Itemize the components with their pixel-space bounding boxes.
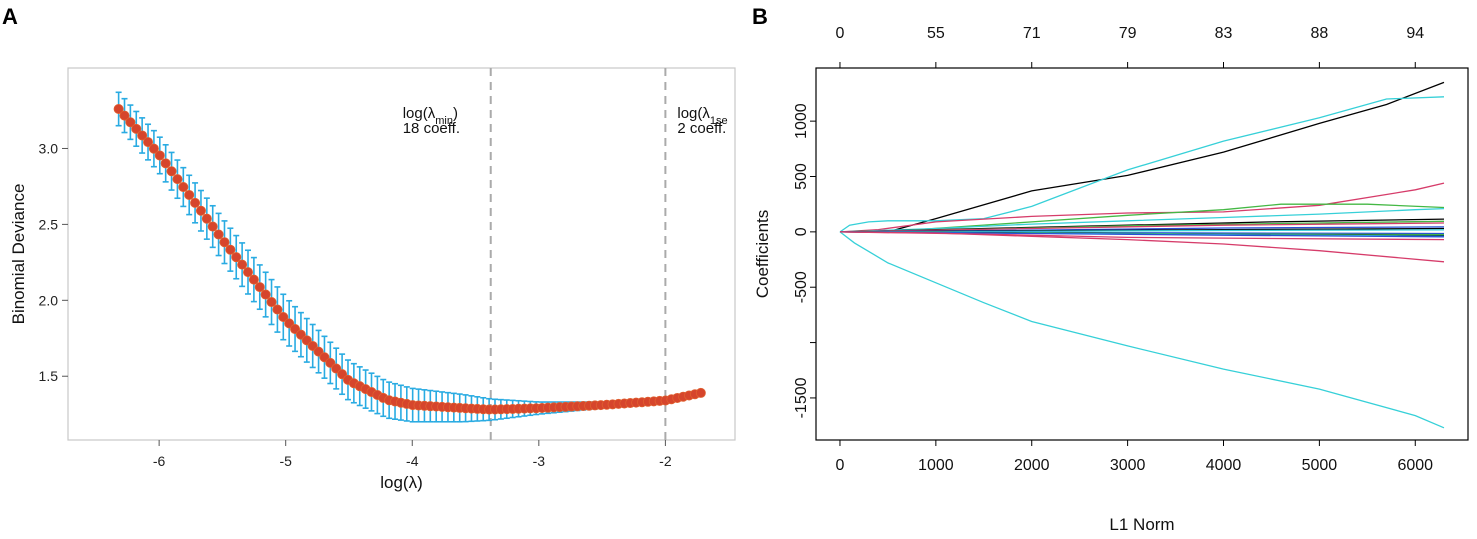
- deviance-point: [125, 117, 136, 128]
- plot-frame: [67, 67, 736, 441]
- top-tick-label: 83: [1215, 25, 1233, 42]
- coeff-count-label: 18 coeff.: [403, 120, 460, 137]
- deviance-point: [266, 297, 277, 308]
- deviance-point: [278, 311, 289, 322]
- y-tick-label: -500: [793, 271, 810, 303]
- coefficient-path-cyan-top: [839, 96, 1445, 233]
- deviance-point: [219, 237, 230, 248]
- lambda-label-text: log(λ: [403, 105, 436, 122]
- y-tick-label: 3.0: [39, 140, 59, 156]
- top-tick-label: 94: [1406, 25, 1424, 42]
- x-tick-label: -2: [659, 453, 672, 469]
- top-tick-label: 71: [1023, 25, 1041, 42]
- deviance-point: [113, 103, 124, 114]
- coefficient-path-black-main: [840, 81, 1445, 233]
- y-tick-label: 500: [793, 163, 810, 190]
- y-tick-label: 1.5: [39, 368, 59, 384]
- y-tick-label: -1500: [793, 377, 810, 418]
- top-tick-label: 79: [1119, 25, 1137, 42]
- x-tick-label: -5: [279, 453, 292, 469]
- y-tick-label: 2.5: [39, 216, 59, 232]
- coeff-count-label: 2 coeff.: [677, 120, 726, 137]
- lambda-label-close: ): [453, 105, 458, 122]
- y-axis-label: Binomial Deviance: [9, 184, 28, 325]
- deviance-point: [695, 387, 706, 398]
- deviance-point: [201, 213, 212, 224]
- deviance-points: [113, 103, 706, 415]
- deviance-point: [237, 259, 248, 270]
- deviance-point: [160, 158, 171, 169]
- deviance-point: [172, 174, 183, 185]
- lambda-label-text: log(λ: [677, 105, 710, 122]
- x-tick-label: 3000: [1110, 457, 1146, 474]
- deviance-point: [207, 221, 218, 232]
- deviance-point: [119, 110, 130, 121]
- deviance-point: [243, 267, 254, 278]
- lambda-label: log(λ1se: [677, 105, 727, 127]
- x-tick-label: 4000: [1206, 457, 1242, 474]
- x-axis-label: log(λ): [380, 473, 423, 492]
- top-tick-label: 0: [836, 25, 845, 42]
- coefficient-path-pink-down: [839, 231, 1445, 263]
- y-axis-label: Coefficients: [753, 210, 772, 299]
- deviance-point: [225, 244, 236, 255]
- x-tick-label: -4: [406, 453, 419, 469]
- panel-a-cv-plot: -6 -5 -4 -3 -2 1.5 2.0 2.5 3.0 log(λ) Binomial Dev…: [9, 67, 736, 492]
- deviance-point: [184, 189, 195, 200]
- coefficient-path-pink-up: [839, 182, 1445, 233]
- deviance-point: [254, 282, 265, 293]
- error-bars: [115, 91, 704, 423]
- coefficient-path-cyan-2: [839, 207, 1445, 233]
- panel-b-letter: B: [752, 4, 768, 29]
- coefficient-path-pink-2: [839, 222, 1445, 233]
- deviance-point: [131, 123, 142, 134]
- lambda-label-subscript: min: [435, 115, 453, 127]
- deviance-point: [154, 150, 165, 161]
- deviance-point: [260, 289, 271, 300]
- top-tick-label: 55: [927, 25, 945, 42]
- y-tick-label: 1000: [793, 103, 810, 139]
- deviance-point: [137, 130, 148, 141]
- lambda-label: log(λmin): [403, 105, 458, 127]
- deviance-point: [195, 205, 206, 216]
- y-tick-label: 0: [793, 227, 810, 236]
- x-tick-label: 2000: [1014, 457, 1050, 474]
- x-tick-label: -3: [533, 453, 546, 469]
- deviance-point: [148, 143, 159, 154]
- y-tick-label: 2.0: [39, 292, 59, 308]
- x-axis-label: L1 Norm: [1109, 515, 1174, 534]
- deviance-point: [248, 274, 259, 285]
- deviance-point: [166, 166, 177, 177]
- x-tick-label: 0: [836, 457, 845, 474]
- top-tick-label: 88: [1310, 25, 1328, 42]
- x-tick-label: -6: [153, 453, 166, 469]
- x-tick-label: 6000: [1397, 457, 1433, 474]
- panel-a-letter: A: [2, 4, 18, 29]
- deviance-point: [178, 182, 189, 193]
- x-tick-label: 5000: [1302, 457, 1338, 474]
- deviance-point: [213, 229, 224, 240]
- plot-frame: [815, 67, 1469, 441]
- lambda-label-subscript: 1se: [710, 115, 728, 127]
- coefficient-path-cyan-bottom: [839, 231, 1445, 429]
- deviance-point: [143, 137, 154, 148]
- x-tick-label: 1000: [918, 457, 954, 474]
- deviance-point: [231, 252, 242, 263]
- deviance-point: [190, 197, 201, 208]
- coefficient-paths: [839, 81, 1445, 429]
- deviance-point: [272, 304, 283, 315]
